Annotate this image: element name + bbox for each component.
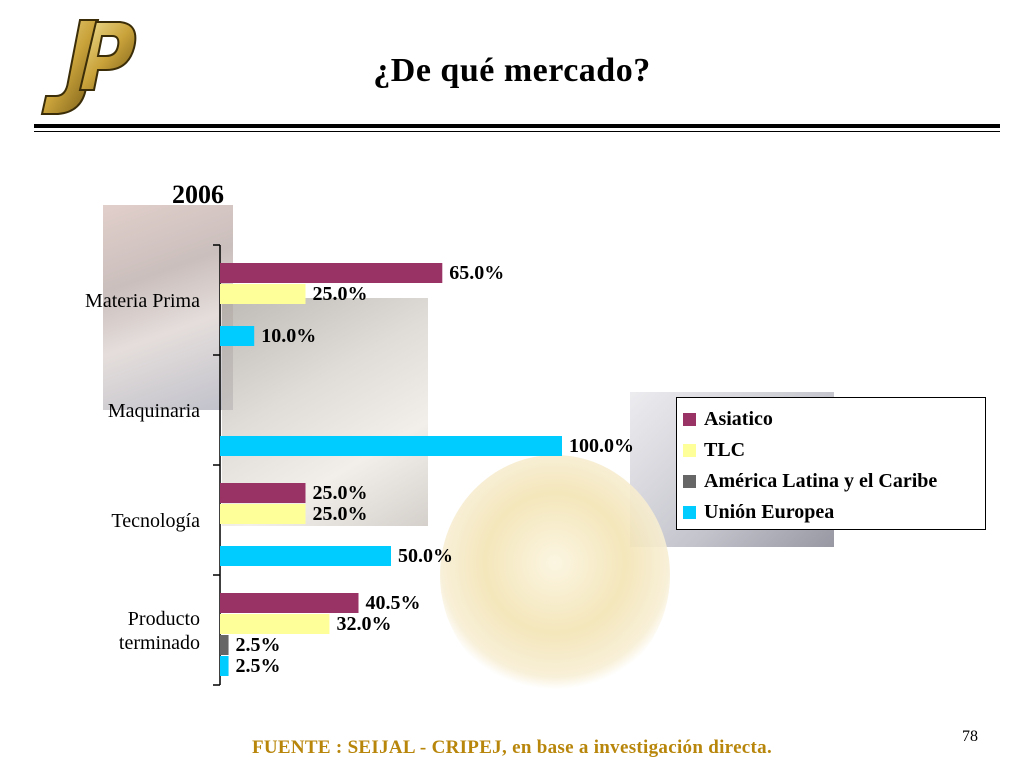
bar-value-label: 50.0%: [398, 545, 453, 567]
bar-value-label: 25.0%: [313, 283, 368, 305]
bar-tlc: [220, 504, 306, 524]
category-label: Materia Prima: [85, 290, 200, 312]
page-number: 78: [962, 728, 978, 745]
category-label: Tecnología: [111, 510, 200, 532]
bar-america_latina: [220, 635, 229, 655]
legend-item: Asiatico: [683, 404, 985, 435]
bar-union_europea: [220, 546, 391, 566]
bar-asiatico: [220, 483, 306, 503]
title-rule-thin: [34, 131, 1000, 132]
legend-item: TLC: [683, 435, 985, 466]
bar-tlc: [220, 284, 306, 304]
source-note: FUENTE : SEIJAL - CRIPEJ, en base a inve…: [251, 737, 773, 758]
chart-year-title: 2006: [172, 180, 224, 209]
legend-swatch: [683, 413, 696, 426]
chart-legend: Asiatico TLC América Latina y el Caribe Uni…: [676, 397, 986, 530]
bar-value-label: 10.0%: [261, 325, 316, 347]
category-label: Producto terminado: [119, 608, 200, 654]
legend-swatch: [683, 475, 696, 488]
bar-value-label: 100.0%: [569, 435, 634, 457]
bar-value-label: 2.5%: [236, 634, 281, 656]
bar-value-label: 32.0%: [336, 613, 391, 635]
jp-logo: [40, 19, 137, 115]
legend-swatch: [683, 506, 696, 519]
legend-item: Unión Europea: [683, 497, 985, 528]
bar-union_europea: [220, 326, 255, 346]
bar-value-label: 65.0%: [449, 262, 504, 284]
bar-asiatico: [220, 593, 359, 613]
slide-title: ¿De qué mercado?: [373, 52, 651, 89]
title-rule-thick: [34, 124, 1000, 128]
legend-label: TLC: [704, 439, 746, 461]
bar-union_europea: [220, 656, 229, 676]
legend-label: Asiatico: [704, 408, 773, 430]
bar-union_europea: [220, 436, 562, 456]
legend-label: Unión Europea: [704, 501, 835, 523]
bar-value-label: 25.0%: [313, 503, 368, 525]
legend-swatch: [683, 444, 696, 457]
category-label: Maquinaria: [108, 400, 200, 422]
legend-item: América Latina y el Caribe: [683, 466, 985, 497]
bar-value-label: 2.5%: [236, 655, 281, 677]
bar-value-label: 25.0%: [313, 482, 368, 504]
bar-value-label: 40.5%: [366, 592, 421, 614]
background-photo-gold-ring: [440, 455, 670, 695]
bar-asiatico: [220, 263, 443, 283]
bar-tlc: [220, 614, 330, 634]
background-photo-worker: [103, 205, 233, 410]
legend-label: América Latina y el Caribe: [704, 470, 938, 492]
